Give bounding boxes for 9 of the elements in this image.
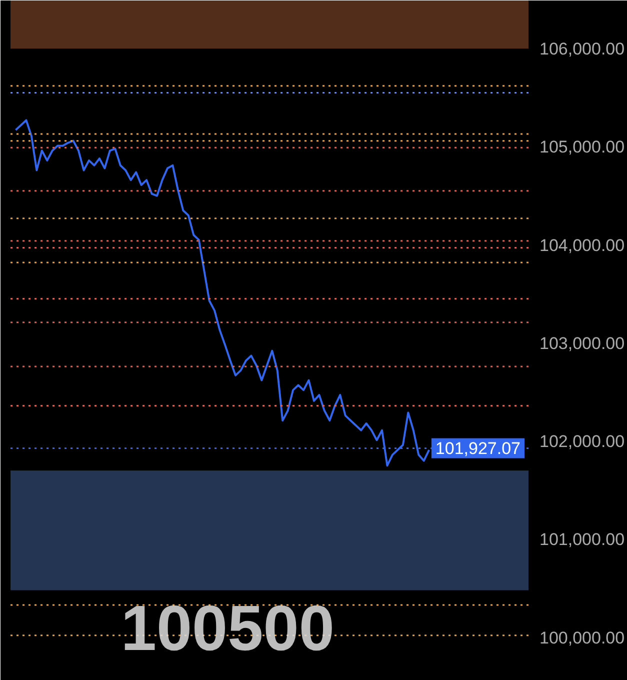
y-tick-label: 102,000.00 bbox=[540, 432, 625, 452]
y-tick-label: 101,000.00 bbox=[540, 530, 625, 550]
ref-line-label: 101,927.07 bbox=[435, 439, 521, 458]
annotation: 100500 bbox=[120, 592, 334, 664]
y-tick-label: 104,000.00 bbox=[540, 236, 625, 255]
y-tick-label: 100,000.00 bbox=[540, 628, 625, 648]
y-tick-label: 106,000.00 bbox=[540, 40, 625, 59]
y-tick-label: 103,000.00 bbox=[540, 334, 625, 353]
y-tick-label: 105,000.00 bbox=[540, 138, 625, 157]
